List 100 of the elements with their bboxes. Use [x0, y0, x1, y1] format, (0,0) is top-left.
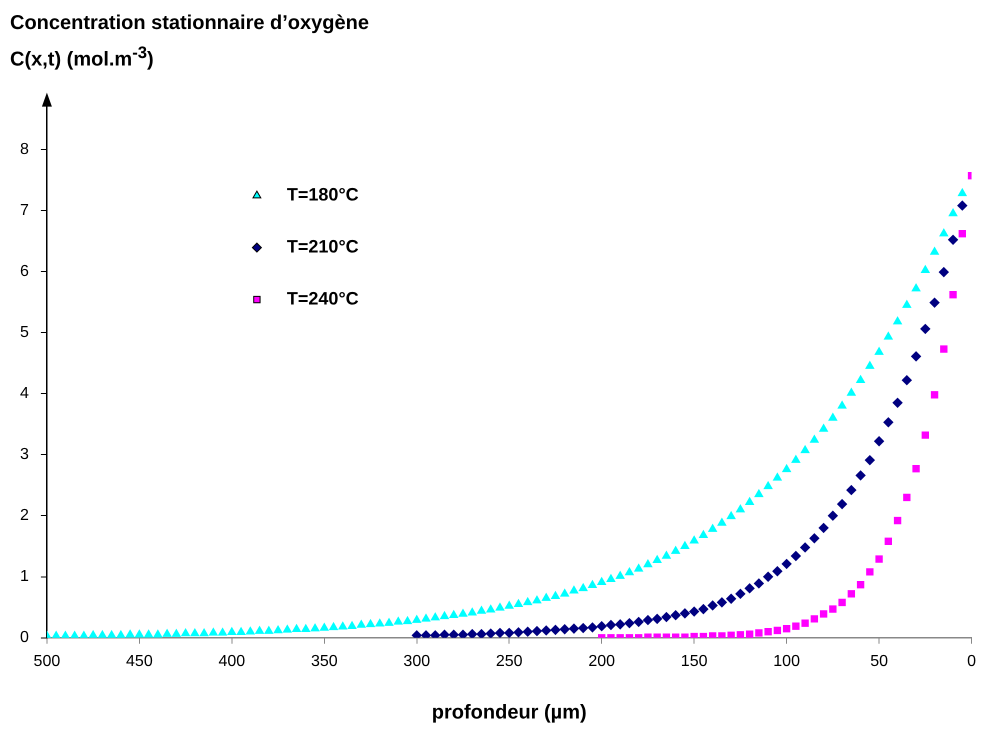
- point: [912, 464, 920, 472]
- point: [754, 578, 764, 588]
- point: [790, 550, 801, 561]
- point: [596, 620, 607, 631]
- point: [940, 345, 948, 352]
- point: [930, 297, 940, 308]
- point: [911, 351, 922, 362]
- point: [949, 290, 957, 298]
- y-tick-label: 0: [20, 628, 29, 646]
- point: [763, 571, 774, 582]
- point: [486, 628, 496, 638]
- point: [624, 618, 634, 628]
- point: [782, 558, 792, 569]
- point: [884, 537, 892, 545]
- point: [792, 622, 800, 630]
- point: [670, 610, 681, 620]
- point: [680, 608, 690, 618]
- point: [957, 200, 968, 210]
- point: [736, 630, 744, 638]
- point: [828, 510, 838, 520]
- point: [829, 605, 837, 612]
- point: [894, 516, 902, 524]
- point: [513, 626, 524, 637]
- point: [801, 619, 809, 626]
- point: [755, 628, 763, 636]
- point: [689, 606, 700, 616]
- x-tick-label: 200: [588, 652, 616, 670]
- point: [774, 626, 782, 634]
- point: [846, 484, 856, 495]
- point: [642, 614, 653, 625]
- point: [958, 230, 966, 238]
- point: [902, 374, 912, 385]
- point: [810, 614, 818, 622]
- point: [727, 631, 735, 638]
- x-tick-label: 450: [126, 652, 153, 670]
- y-tick-label: 5: [20, 324, 29, 341]
- point: [746, 630, 754, 638]
- x-tick-label: 150: [680, 652, 708, 670]
- y-tick-label: 3: [20, 446, 29, 463]
- point: [875, 555, 883, 562]
- legend-label: T=180°C: [286, 184, 359, 204]
- point: [856, 470, 866, 480]
- point: [458, 629, 468, 638]
- point: [744, 583, 755, 594]
- point: [652, 614, 662, 624]
- legend-label: T=210°C: [286, 236, 359, 256]
- point: [494, 628, 505, 638]
- point: [661, 612, 672, 622]
- point: [560, 624, 570, 634]
- y-tick-label: 4: [20, 384, 29, 402]
- point: [541, 625, 552, 636]
- x-tick-label: 0: [967, 652, 976, 670]
- point: [568, 623, 579, 634]
- point: [948, 234, 958, 244]
- point: [716, 597, 727, 608]
- point: [838, 598, 846, 606]
- point: [800, 542, 810, 552]
- point: [930, 390, 938, 398]
- x-tick-label: 50: [870, 652, 888, 670]
- y-tick-label: 7: [20, 202, 29, 219]
- point: [476, 628, 486, 638]
- x-tick-label: 350: [310, 652, 338, 670]
- point: [848, 590, 856, 598]
- point: [634, 616, 644, 627]
- point: [883, 416, 894, 427]
- point: [440, 629, 450, 638]
- point: [809, 532, 820, 543]
- x-tick-label: 100: [773, 652, 800, 670]
- point: [735, 588, 746, 599]
- point: [903, 493, 911, 501]
- point: [587, 622, 598, 632]
- point: [448, 629, 459, 638]
- point: [874, 436, 884, 446]
- y-tick-label: 2: [20, 506, 29, 524]
- legend-label: T=240°C: [286, 288, 359, 308]
- point: [892, 397, 903, 408]
- y-tick-label: 1: [20, 568, 29, 585]
- point: [708, 632, 716, 638]
- point: [866, 568, 874, 576]
- point: [708, 600, 718, 610]
- point: [726, 593, 736, 604]
- point: [856, 580, 864, 588]
- point: [922, 431, 929, 438]
- x-tick-label: 400: [218, 652, 246, 670]
- x-tick-label: 250: [496, 652, 523, 670]
- point: [818, 522, 829, 533]
- point: [532, 626, 542, 636]
- point: [920, 324, 930, 334]
- point: [615, 619, 626, 630]
- point: [864, 454, 875, 465]
- point: [820, 610, 828, 618]
- x-axis-title: profondeur (µm): [432, 701, 587, 724]
- point: [782, 624, 790, 632]
- point: [550, 624, 560, 635]
- point: [938, 266, 949, 277]
- point: [698, 604, 708, 614]
- point: [764, 628, 772, 636]
- x-tick-label: 500: [34, 652, 60, 670]
- point: [578, 622, 588, 633]
- y-axis-title: Concentration stationnaire d’oxygène C(x,t) (mol.m$^{-3}$): [10, 11, 370, 73]
